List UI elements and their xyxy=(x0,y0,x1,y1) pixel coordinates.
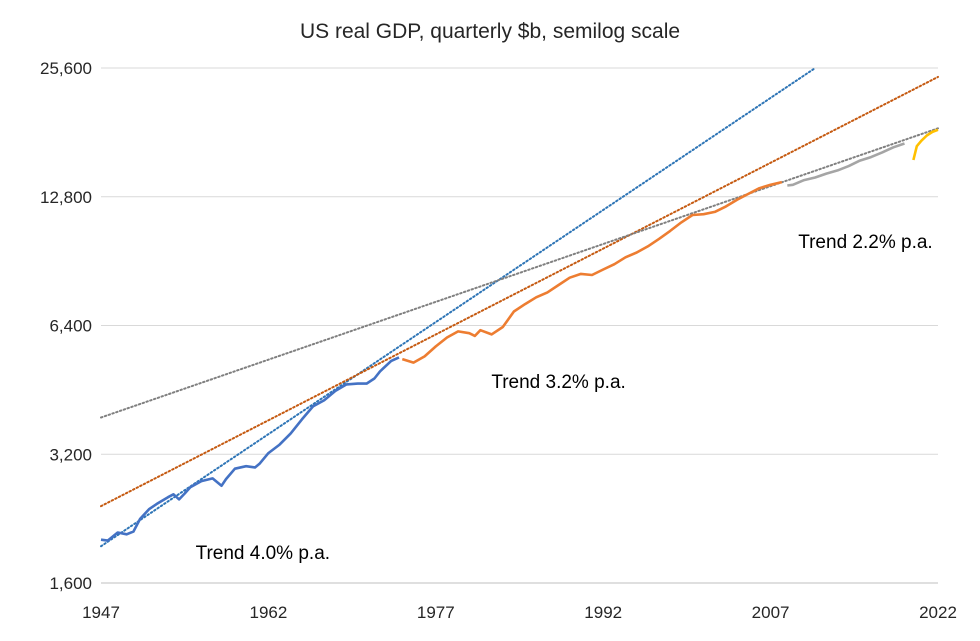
trendline-3 xyxy=(100,127,939,419)
x-tick-label: 1977 xyxy=(417,603,455,622)
x-tick-label: 1962 xyxy=(249,603,287,622)
y-tick-label: 25,600 xyxy=(40,59,92,78)
y-tick-label: 12,800 xyxy=(40,188,92,207)
trend-annotation-3: Trend 2.2% p.a. xyxy=(798,232,932,253)
y-tick-label: 3,200 xyxy=(49,445,92,464)
y-tick-label: 6,400 xyxy=(49,317,92,336)
data-series xyxy=(100,128,939,542)
x-tick-label: 2007 xyxy=(752,603,790,622)
trendline-2 xyxy=(100,75,939,508)
x-tick-label: 2022 xyxy=(919,603,957,622)
trend-annotation-2: Trend 3.2% p.a. xyxy=(491,372,625,393)
x-tick-label: 1947 xyxy=(82,603,120,622)
chart-title: US real GDP, quarterly $b, semilog scale xyxy=(300,20,680,43)
series-line-4 xyxy=(912,128,939,161)
trend-annotation-1: Trend 4.0% p.a. xyxy=(196,543,330,564)
series-line-2 xyxy=(401,180,783,364)
trendlines xyxy=(100,67,939,548)
series-line-3 xyxy=(787,142,905,187)
axes: 1,600 3,200 6,400 12,800 25,600 1947 1962 1977 1… xyxy=(40,59,957,622)
annotations: Trend 4.0% p.a. Trend 3.2% p.a. Trend 2.2%… xyxy=(196,232,933,564)
y-tick-label: 1,600 xyxy=(49,574,92,593)
trendline-1 xyxy=(100,67,817,548)
series-line-1 xyxy=(100,356,400,542)
x-tick-label: 1992 xyxy=(584,603,622,622)
gridlines xyxy=(101,67,938,584)
